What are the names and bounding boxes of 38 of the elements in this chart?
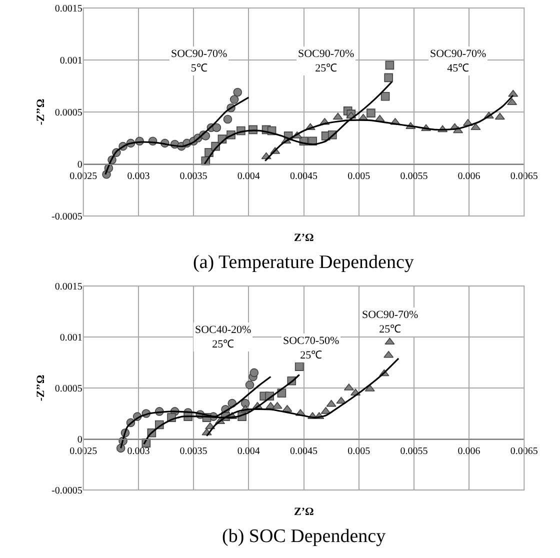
x-axis-title: Z’Ω (294, 232, 314, 244)
series-label: SOC40-20% 25℃ (195, 324, 252, 350)
series-label: SOC90-70% 5℃ (171, 48, 228, 74)
y-tick-label: 0 (77, 160, 82, 170)
text: SOC90-70% 25℃ (298, 48, 354, 74)
x-tick-label: 0.0035 (180, 171, 208, 182)
y-tick-label: 0.001 (60, 332, 82, 344)
x-tick-label: 0.004 (237, 171, 260, 182)
y-tick-label: 0 (77, 434, 82, 446)
x-tick-label: 0.004 (237, 446, 260, 457)
text: (b) SOC Dependency (222, 526, 386, 547)
y-tick-label: 0.001 (60, 56, 82, 66)
x-axis-title: Z’Ω (294, 506, 314, 518)
y-axis-title: -Z’’Ω (35, 374, 48, 402)
series-label: SOC90-70% 25℃ (362, 309, 418, 336)
y-tick-label: 0.0005 (54, 108, 82, 118)
x-tick-label: 0.006 (458, 171, 480, 182)
x-tick-label: 0.0055 (400, 171, 428, 182)
y-tick-label: -0.0005 (52, 212, 82, 222)
x-tick-label: 0.005 (348, 171, 370, 182)
x-tick-label: 0.0045 (290, 171, 318, 182)
x-tick-label: 0.003 (127, 446, 150, 457)
y-axis-title: -Z’’Ω (35, 98, 48, 126)
y-tick-label: -0.0005 (52, 486, 82, 496)
y-tick-label: 0.0015 (54, 282, 82, 292)
x-tick-label: 0.0065 (510, 446, 538, 457)
text: SOC90-70% 45℃ (430, 48, 486, 74)
x-tick-label: 0.003 (127, 171, 150, 182)
text: (a) Temperature Dependency (193, 252, 414, 273)
x-tick-label: 0.0055 (400, 446, 428, 457)
x-tick-label: 0.0065 (510, 171, 538, 182)
y-tick-label: 0.0015 (54, 4, 82, 14)
y-tick-label: 0.0005 (54, 384, 82, 394)
x-tick-label: 0.005 (348, 446, 370, 457)
x-tick-label: 0.0035 (180, 446, 208, 457)
x-tick-label: 0.0045 (290, 446, 318, 457)
x-tick-label: 0.006 (458, 446, 480, 457)
series-label: SOC70-50% 25℃ (283, 335, 340, 362)
